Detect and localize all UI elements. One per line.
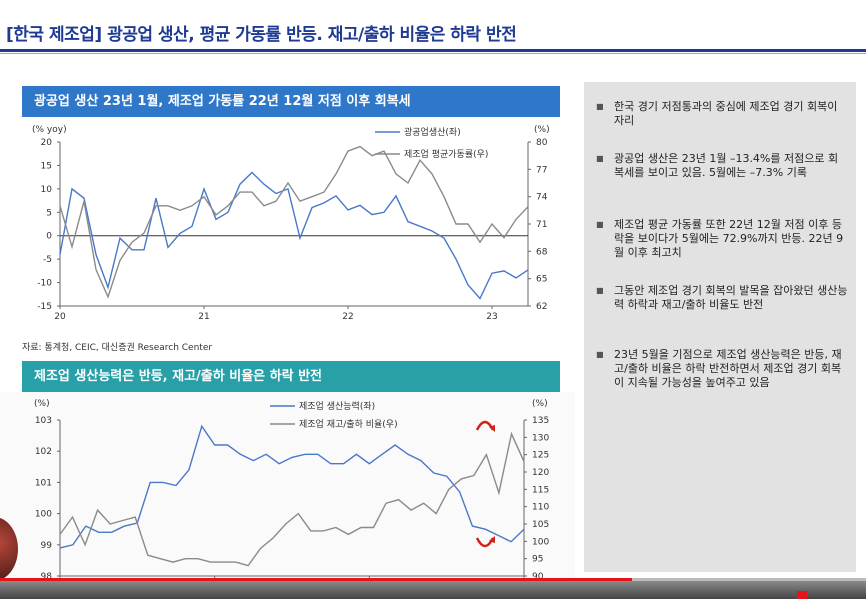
page-title: [한국 제조업] 광공업 생산, 평균 가동률 반등. 재고/출하 비율은 하락… bbox=[6, 25, 517, 45]
right-tick-label: 135 bbox=[532, 416, 549, 426]
bullet-icon: ■ bbox=[596, 220, 604, 229]
chart2-heading: 제조업 생산능력은 반등, 재고/출하 비율은 하락 반전 bbox=[22, 361, 560, 392]
chart2-plot: (%) (%) 제조업 생산능력(좌) 제조업 재고/출하 비율(우) 103 1… bbox=[34, 399, 549, 592]
left-tick-label: 103 bbox=[35, 416, 52, 426]
bullet-icon: ■ bbox=[596, 102, 604, 111]
chart1-left-unit: (% yoy) bbox=[32, 125, 67, 135]
right-tick-label: 130 bbox=[532, 433, 549, 443]
right-tick-label: 74 bbox=[536, 193, 548, 203]
right-tick-label: 68 bbox=[536, 247, 548, 257]
x-tick-label: 21 bbox=[198, 312, 209, 322]
chart2-left-unit: (%) bbox=[34, 399, 50, 409]
summary-bullet: ■ 제조업 평균 가동률 또한 22년 12월 저점 이후 등락을 보이다가 5월… bbox=[596, 218, 844, 259]
bullet-icon: ■ bbox=[596, 350, 604, 359]
series-line-2 bbox=[59, 145, 529, 299]
left-tick-label: 5 bbox=[46, 208, 52, 218]
x-tick-label: 20 bbox=[54, 312, 66, 322]
title-divider bbox=[0, 49, 866, 52]
left-tick-label: 15 bbox=[41, 161, 52, 171]
chart1-right-unit: (%) bbox=[534, 125, 550, 135]
bullet-icon: ■ bbox=[596, 154, 604, 163]
summary-bullet: ■ 그동안 제조업 경기 회복의 발목을 잡아왔던 생산능력 하락과 재고/출하 … bbox=[596, 284, 848, 311]
video-controls-bar bbox=[0, 581, 866, 599]
chart1-heading: 광공업 생산 23년 1월, 제조업 가동률 22년 12월 저점 이후 회복세 bbox=[22, 86, 560, 117]
series-line-1 bbox=[59, 424, 525, 549]
left-tick-label: 0 bbox=[46, 232, 52, 242]
left-tick-label: 20 bbox=[41, 138, 53, 148]
series-line-2 bbox=[59, 431, 525, 567]
source-note: 자료: 통계청, CEIC, 대신증권 Research Center bbox=[22, 343, 213, 353]
chart2-right-unit: (%) bbox=[532, 399, 548, 409]
right-tick-label: 110 bbox=[532, 503, 549, 513]
right-tick-label: 62 bbox=[536, 302, 547, 312]
right-tick-label: 90 bbox=[532, 572, 544, 582]
left-tick-label: -15 bbox=[37, 302, 52, 312]
left-tick-label: 102 bbox=[35, 447, 52, 457]
chart1-plot: (% yoy) (%) 광공업생산(좌) 제조업 평균가동률(우) 20 15 10… bbox=[32, 125, 550, 322]
summary-bullet: ■ 광공업 생산은 23년 1월 –13.4%를 저점으로 회복세를 보이고 있음… bbox=[596, 152, 839, 179]
left-tick-label: 101 bbox=[35, 478, 52, 488]
chart2-legend-1: 제조업 생산능력(좌) bbox=[299, 400, 375, 412]
summary-bullet: ■ 23년 5월을 기점으로 제조업 생산능력은 반등, 재고/출하 비율은 하락… bbox=[596, 348, 842, 389]
right-tick-label: 125 bbox=[532, 451, 549, 461]
turn-up-arrow-icon bbox=[475, 420, 495, 432]
video-progress-fill[interactable] bbox=[0, 578, 633, 581]
right-tick-label: 95 bbox=[532, 555, 543, 565]
presenter-avatar bbox=[0, 517, 18, 581]
right-tick-label: 105 bbox=[532, 520, 549, 530]
series-line-1 bbox=[59, 171, 529, 300]
right-tick-label: 71 bbox=[536, 220, 547, 230]
x-tick-label: 22 bbox=[342, 312, 353, 322]
right-tick-label: 77 bbox=[536, 165, 547, 175]
right-tick-label: 120 bbox=[532, 468, 549, 478]
chart2-legend-2: 제조업 재고/출하 비율(우) bbox=[299, 419, 398, 430]
left-tick-label: -5 bbox=[43, 255, 52, 265]
chart1-legend-1: 광공업생산(좌) bbox=[404, 126, 461, 138]
summary-bullet: ■ 한국 경기 저점통과의 중심에 제조업 경기 회복이 자리 bbox=[596, 100, 838, 127]
turn-down-arrow-icon bbox=[475, 536, 495, 548]
x-tick-label: 23 bbox=[486, 312, 497, 322]
title-divider-thin bbox=[0, 53, 866, 54]
record-icon bbox=[797, 591, 807, 599]
chart1-legend-2: 제조업 평균가동률(우) bbox=[404, 149, 488, 160]
right-tick-label: 80 bbox=[536, 138, 548, 148]
right-tick-label: 115 bbox=[532, 485, 549, 495]
left-tick-label: -10 bbox=[37, 279, 52, 289]
right-tick-label: 65 bbox=[536, 275, 547, 285]
summary-panel: ■ 한국 경기 저점통과의 중심에 제조업 경기 회복이 자리 ■ 광공업 생산은 … bbox=[584, 82, 856, 572]
left-tick-label: 100 bbox=[35, 510, 52, 520]
left-tick-label: 10 bbox=[41, 185, 53, 195]
left-tick-label: 98 bbox=[41, 572, 53, 582]
right-tick-label: 100 bbox=[532, 537, 549, 547]
bullet-icon: ■ bbox=[596, 286, 604, 295]
left-tick-label: 99 bbox=[41, 541, 53, 551]
